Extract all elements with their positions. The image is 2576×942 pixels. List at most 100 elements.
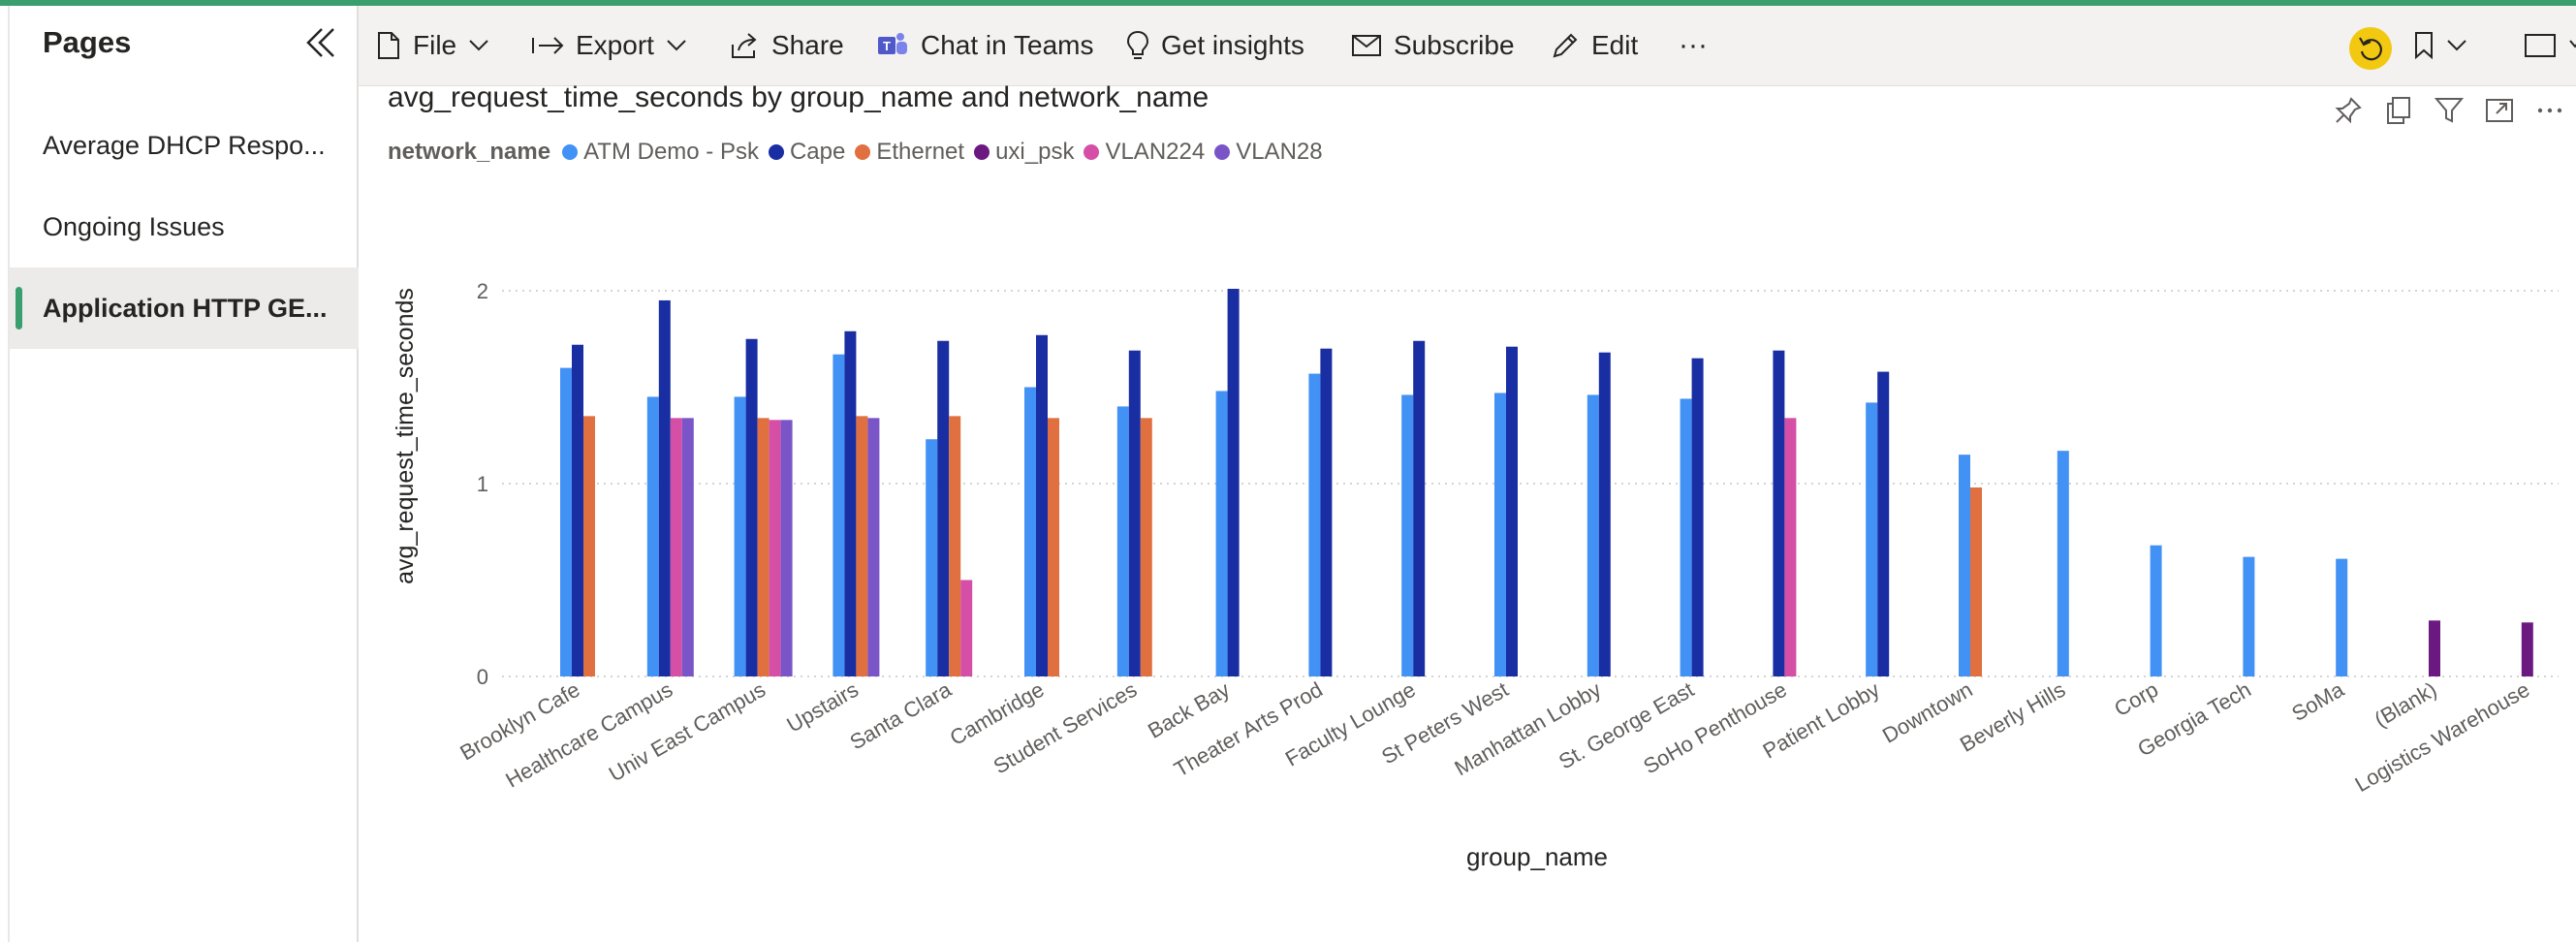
mail-icon	[1352, 35, 1381, 56]
legend-entry[interactable]: ATM Demo - Psk	[562, 139, 759, 166]
file-menu[interactable]: File	[376, 6, 501, 85]
bar	[926, 439, 938, 676]
bookmark-icon	[2415, 32, 2433, 60]
legend-entry[interactable]: VLAN28	[1214, 139, 1323, 166]
export-menu[interactable]: Export	[531, 6, 699, 85]
legend-label: ATM Demo - Psk	[583, 139, 759, 165]
chat-in-teams-button[interactable]: T Chat in Teams	[876, 6, 1093, 85]
svg-text:T: T	[883, 39, 891, 53]
x-tick-label: Upstairs	[783, 677, 863, 738]
view-icon	[2525, 34, 2556, 57]
bar	[832, 354, 845, 676]
visual-more-options-button[interactable]	[2535, 96, 2564, 125]
bookmark-menu[interactable]	[2413, 6, 2479, 85]
copy-visual-button[interactable]	[2384, 96, 2413, 125]
legend-swatch	[768, 144, 784, 160]
legend-swatch	[562, 144, 579, 160]
bar	[1680, 398, 1692, 676]
copy-icon	[2387, 97, 2410, 124]
x-tick-label: (Blank)	[2371, 677, 2441, 732]
legend-label: VLAN224	[1105, 139, 1206, 165]
lightbulb-icon	[1126, 30, 1149, 59]
legend-entry[interactable]: uxi_psk	[974, 139, 1074, 166]
more-options-button[interactable]: ···	[1679, 29, 1708, 61]
edit-label: Edit	[1591, 30, 1639, 60]
x-tick-label: Beverly Hills	[1956, 677, 2069, 757]
y-tick-label: 1	[477, 472, 488, 496]
bar	[670, 418, 682, 676]
x-axis-title: group_name	[1466, 842, 1608, 871]
bar	[1024, 387, 1036, 676]
legend-label: Cape	[789, 139, 846, 165]
teams-icon: T	[878, 33, 907, 54]
page-item-ongoing-issues[interactable]: Ongoing Issues	[43, 211, 225, 241]
chevron-down-icon	[2569, 40, 2576, 48]
legend-entry[interactable]: Ethernet	[855, 139, 964, 166]
collapse-pane-button[interactable]	[300, 23, 339, 62]
top-accent-bar	[0, 0, 2576, 6]
bar	[2336, 558, 2348, 676]
visual-title: avg_request_time_seconds by group_name a…	[388, 81, 1209, 113]
toolbar: File Export Share T Chat in Teams Get in…	[359, 6, 2576, 86]
y-axis-title: avg_request_time_seconds	[392, 288, 419, 584]
subscribe-label: Subscribe	[1394, 30, 1515, 60]
bar	[1691, 358, 1704, 676]
filter-icon	[2435, 98, 2464, 123]
document-icon	[378, 32, 399, 59]
share-button[interactable]: Share	[729, 6, 844, 85]
page-item-application-http[interactable]: Application HTTP GE...	[10, 267, 359, 349]
bar	[1413, 340, 1426, 676]
legend-entry[interactable]: VLAN224	[1084, 139, 1205, 166]
bar	[681, 418, 694, 676]
bar	[769, 420, 781, 676]
bar	[734, 396, 746, 676]
bar	[780, 420, 793, 676]
bar	[1320, 348, 1333, 676]
bar	[1048, 418, 1059, 676]
bar	[1116, 406, 1129, 676]
page-item-average-dhcp[interactable]: Average DHCP Respo...	[43, 130, 326, 160]
bar	[1494, 392, 1506, 676]
bar	[2429, 620, 2440, 676]
legend-entry[interactable]: Cape	[768, 139, 846, 166]
bar	[960, 580, 973, 676]
bar	[1036, 334, 1048, 676]
bar	[844, 330, 857, 676]
x-tick-label: Santa Clara	[846, 676, 957, 754]
pin-visual-button[interactable]	[2334, 96, 2363, 125]
legend-swatch	[974, 144, 990, 160]
reset-button[interactable]	[2349, 27, 2392, 70]
pencil-icon	[1553, 33, 1578, 58]
bar	[867, 418, 880, 676]
chevron-down-icon	[469, 40, 488, 51]
focus-mode-button[interactable]	[2485, 96, 2514, 125]
legend-label: VLAN28	[1236, 139, 1323, 165]
edit-button[interactable]: Edit	[1551, 6, 1638, 85]
bar	[937, 340, 950, 676]
export-label: Export	[576, 30, 654, 60]
pages-pane	[0, 6, 359, 942]
bar	[1970, 487, 1982, 676]
bar	[1773, 350, 1785, 676]
bar	[2057, 451, 2069, 676]
legend-swatch	[1214, 144, 1231, 160]
pane-divider	[8, 6, 10, 942]
chat-in-teams-label: Chat in Teams	[921, 30, 1094, 60]
x-tick-label: Healthcare Campus	[501, 677, 676, 793]
x-tick-label: Logistics Warehouse	[2351, 677, 2534, 797]
get-insights-button[interactable]: Get insights	[1126, 6, 1304, 85]
share-icon	[732, 33, 757, 58]
bar	[1128, 350, 1141, 676]
filter-visual-button[interactable]	[2435, 96, 2464, 125]
bar	[583, 416, 595, 676]
bar	[572, 344, 583, 676]
subscribe-button[interactable]: Subscribe	[1351, 6, 1515, 85]
bar	[1140, 418, 1152, 676]
more-icon	[2537, 108, 2562, 113]
legend-label: uxi_psk	[995, 139, 1075, 165]
view-menu[interactable]	[2524, 6, 2576, 85]
bar	[1586, 394, 1599, 676]
bar	[646, 396, 659, 676]
bar	[1598, 352, 1611, 676]
